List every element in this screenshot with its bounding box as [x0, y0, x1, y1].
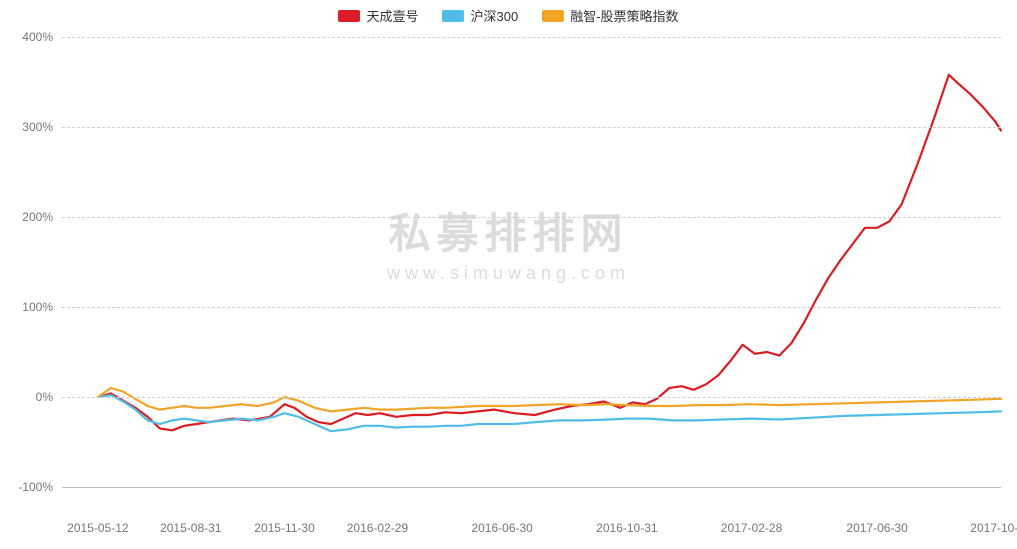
legend-item-series-3[interactable]: 融智-股票策略指数	[542, 6, 678, 25]
x-axis-label: 2017-06-30	[846, 521, 907, 535]
chart-area: 私募排排网 www.simuwang.com -100%0%100%200%30…	[0, 25, 1017, 541]
x-axis-label: 2017-10-31	[970, 521, 1017, 535]
legend-item-series-1[interactable]: 天成壹号	[338, 6, 418, 25]
gridline	[62, 397, 1001, 398]
gridline	[62, 217, 1001, 218]
y-axis-label: 0%	[0, 390, 53, 404]
x-axis-label: 2016-02-29	[347, 521, 408, 535]
series-line-2	[98, 395, 1001, 431]
x-axis-label: 2017-02-28	[721, 521, 782, 535]
series-line-3	[98, 388, 1001, 411]
legend-label-2: 沪深300	[470, 6, 518, 25]
x-axis-label: 2015-05-12	[67, 521, 128, 535]
legend-label-3: 融智-股票策略指数	[570, 6, 678, 25]
x-axis-label: 2016-10-31	[596, 521, 657, 535]
y-axis-label: 400%	[0, 30, 53, 44]
x-axis-label: 2016-06-30	[471, 521, 532, 535]
legend-label-1: 天成壹号	[366, 6, 418, 25]
y-axis-label: 100%	[0, 300, 53, 314]
legend-swatch-2	[442, 10, 464, 22]
gridline	[62, 307, 1001, 308]
series-line-1	[98, 75, 1001, 431]
x-axis-label: 2015-11-30	[254, 521, 315, 535]
y-axis-label: 200%	[0, 210, 53, 224]
legend: 天成壹号 沪深300 融智-股票策略指数	[0, 0, 1017, 25]
gridline	[62, 487, 1001, 488]
legend-item-series-2[interactable]: 沪深300	[442, 6, 518, 25]
y-axis-label: 300%	[0, 120, 53, 134]
gridline	[62, 127, 1001, 128]
y-axis-label: -100%	[0, 480, 53, 494]
gridline	[62, 37, 1001, 38]
plot-svg	[62, 25, 1001, 515]
legend-swatch-3	[542, 10, 564, 22]
x-axis-label: 2015-08-31	[160, 521, 221, 535]
legend-swatch-1	[338, 10, 360, 22]
